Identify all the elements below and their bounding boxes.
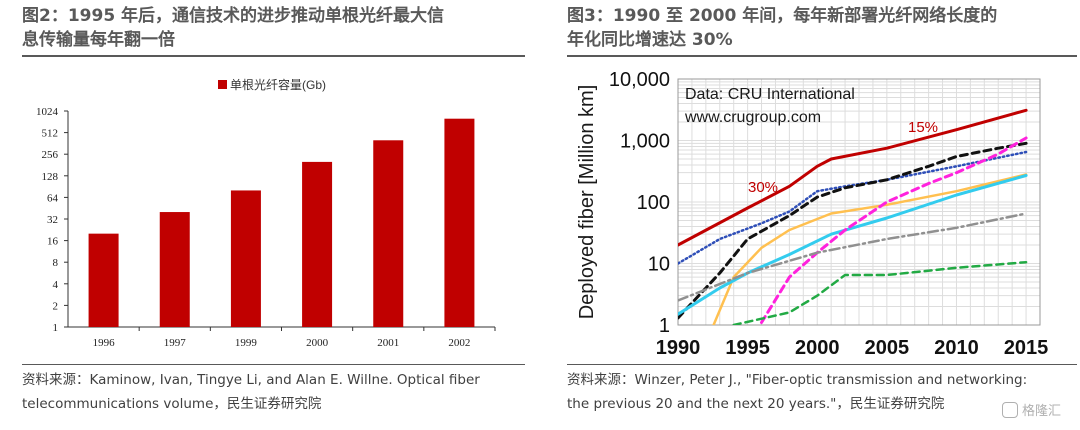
y-tick-label: 256: [42, 149, 59, 161]
right-source-line-2: the previous 20 and the next 20 years."，…: [567, 396, 945, 412]
bar-1999: [230, 190, 261, 327]
y-axis-label: Deployed fiber [Million km]: [576, 85, 598, 320]
series-line-8: [732, 260, 1028, 325]
left-source-rule: [22, 364, 525, 365]
series-group: [678, 108, 1028, 325]
y-tick-label: 32: [47, 214, 58, 226]
x-tick-label: 2000: [795, 337, 840, 359]
x-tick-label: 1990: [656, 337, 701, 359]
y-tick-label: 1,000: [620, 131, 670, 153]
y-tick-label: 16: [47, 236, 59, 248]
y-tick-label: 1: [53, 322, 59, 334]
x-tick-label: 2000: [306, 337, 329, 349]
watermark-logo: 格隆汇: [1002, 400, 1061, 419]
line-chart: Data: CRU International www.crugroup.com 1…: [576, 69, 1049, 359]
y-tick-label: 100: [637, 192, 670, 214]
y-tick-label: 10: [648, 254, 670, 276]
x-tick-label: 2010: [934, 337, 979, 359]
y-tick-label: 64: [47, 192, 59, 204]
series-line-6: [760, 136, 1028, 324]
growth-rate-label: 15%: [908, 119, 938, 136]
y-tick-label: 8: [53, 257, 59, 269]
x-tick-label: 2005: [865, 337, 910, 359]
watermark-text: 格隆汇: [1022, 404, 1062, 419]
plot-border: [677, 78, 1041, 326]
bar-2001: [373, 140, 404, 327]
growth-rate-label: 30%: [748, 179, 778, 196]
left-figure-title: 图2：1995 年后，通信技术的进步推动单根光纤最大信 息传输量每年翻一倍: [22, 4, 522, 52]
right-figure-panel: 图3：1990 至 2000 年间，每年新部署光纤网络长度的 年化同比增速达 3…: [560, 0, 1080, 430]
series-line-7: [678, 212, 1028, 302]
x-tick-label: 1996: [93, 337, 116, 349]
bar-2002: [444, 118, 475, 327]
x-tick-label: 1999: [235, 337, 258, 349]
right-source-text: 资料来源：Winzer, Peter J., "Fiber-optic tran…: [567, 368, 1037, 416]
right-title-rule: [567, 55, 1077, 57]
data-source-annotation: Data: CRU International: [685, 86, 855, 103]
series-line-4: [712, 173, 1028, 325]
x-tick-label: 1995: [725, 337, 770, 359]
y-tick-label: 1024: [36, 106, 59, 118]
data-source-annotation: www.crugroup.com: [684, 109, 821, 126]
series-line-2: [678, 150, 1028, 265]
left-source-line-2: telecommunications volume，民生证券研究院: [22, 396, 322, 412]
left-title-line-2: 息传输量每年翻一倍: [22, 30, 175, 50]
bar-1996: [88, 233, 119, 327]
y-tick-label: 128: [42, 171, 59, 183]
series-line-3: [678, 141, 1028, 320]
y-tick-label: 2: [53, 300, 59, 312]
bar-chart: 单根光纤容量(Gb) 1 2 4 8 16 32 64 128 256 512 1024 1996 199…: [36, 77, 496, 349]
right-source-line-1: 资料来源：Winzer, Peter J., "Fiber-optic tran…: [567, 372, 1028, 388]
left-title-rule: [22, 55, 525, 57]
left-source-line-1: 资料来源：Kaminow, Ivan, Tingye Li, and Alan …: [22, 372, 480, 388]
right-figure-title: 图3：1990 至 2000 年间，每年新部署光纤网络长度的 年化同比增速达 3…: [567, 4, 1072, 52]
series-line-5: [678, 174, 1028, 316]
x-tick-label: 2001: [377, 337, 399, 349]
y-tick-label: 4: [53, 279, 59, 291]
right-source-rule: [567, 364, 1077, 365]
x-tick-label: 1997: [164, 337, 187, 349]
left-source-text: 资料来源：Kaminow, Ivan, Tingye Li, and Alan …: [22, 368, 480, 416]
x-tick-label: 2002: [448, 337, 470, 349]
left-figure-panel: 图2：1995 年后，通信技术的进步推动单根光纤最大信 息传输量每年翻一倍 单根…: [0, 0, 525, 430]
bar-1997: [159, 212, 190, 327]
x-tick-label: 2015: [1004, 337, 1049, 359]
legend-label: 单根光纤容量(Gb): [230, 77, 326, 92]
y-tick-label: 10,000: [609, 69, 670, 91]
left-title-line-1: 图2：1995 年后，通信技术的进步推动单根光纤最大信: [22, 6, 445, 26]
series-line-1: [678, 108, 1028, 247]
right-title-line-1: 图3：1990 至 2000 年间，每年新部署光纤网络长度的: [567, 6, 998, 26]
y-tick-label: 512: [42, 128, 59, 140]
legend-swatch: [218, 80, 227, 89]
bar-2000: [302, 161, 333, 327]
right-title-line-2: 年化同比增速达 30%: [567, 30, 733, 50]
watermark-logo-icon: [1002, 401, 1018, 418]
y-tick-label: 1: [659, 315, 670, 337]
